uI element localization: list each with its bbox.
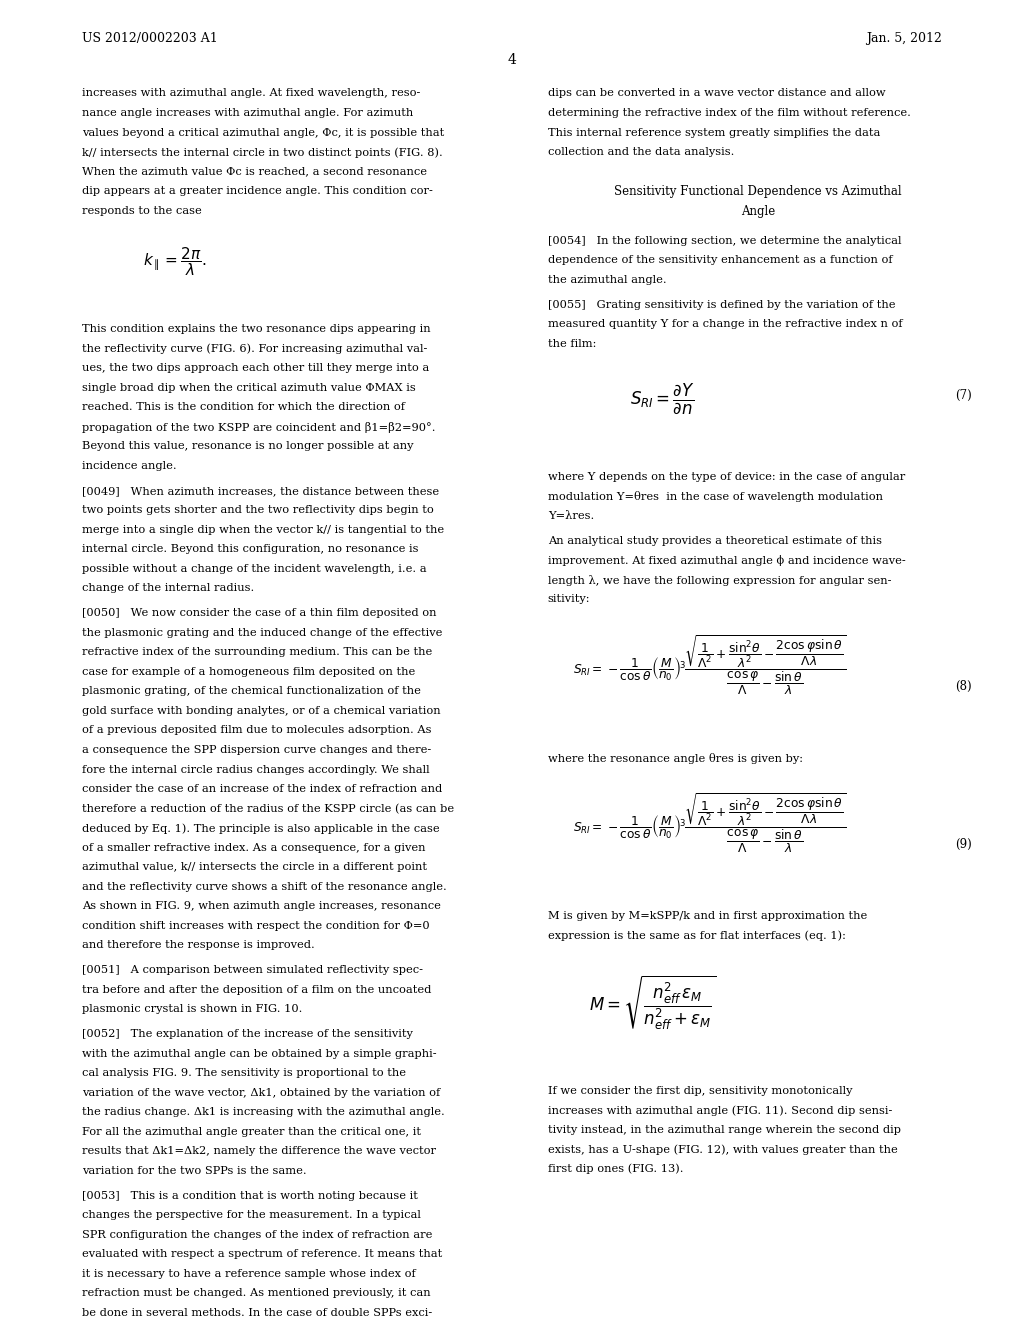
Text: condition shift increases with respect the condition for Φ=0: condition shift increases with respect t… (82, 921, 429, 931)
Text: nance angle increases with azimuthal angle. For azimuth: nance angle increases with azimuthal ang… (82, 108, 413, 117)
Text: $k_{\parallel} = \dfrac{2\pi}{\lambda}.$: $k_{\parallel} = \dfrac{2\pi}{\lambda}.$ (143, 246, 207, 277)
Text: azimuthal value, k∕∕ intersects the circle in a different point: azimuthal value, k∕∕ intersects the circ… (82, 862, 427, 873)
Text: change of the internal radius.: change of the internal radius. (82, 583, 254, 594)
Text: and therefore the response is improved.: and therefore the response is improved. (82, 940, 314, 950)
Text: results that Δk1=Δk2, namely the difference the wave vector: results that Δk1=Δk2, namely the differe… (82, 1146, 436, 1156)
Text: $S_{RI} = \dfrac{\partial Y}{\partial n}$: $S_{RI} = \dfrac{\partial Y}{\partial n}… (630, 381, 694, 416)
Text: tivity instead, in the azimuthal range wherein the second dip: tivity instead, in the azimuthal range w… (548, 1125, 901, 1135)
Text: [0053]   This is a condition that is worth noting because it: [0053] This is a condition that is worth… (82, 1191, 418, 1201)
Text: variation of the wave vector, Δk1, obtained by the variation of: variation of the wave vector, Δk1, obtai… (82, 1088, 440, 1098)
Text: increases with azimuthal angle. At fixed wavelength, reso-: increases with azimuthal angle. At fixed… (82, 88, 420, 99)
Text: dip appears at a greater incidence angle. This condition cor-: dip appears at a greater incidence angle… (82, 186, 433, 197)
Text: ues, the two dips approach each other till they merge into a: ues, the two dips approach each other ti… (82, 363, 429, 374)
Text: [0054]   In the following section, we determine the analytical: [0054] In the following section, we dete… (548, 236, 901, 246)
Text: dips can be converted in a wave vector distance and allow: dips can be converted in a wave vector d… (548, 88, 886, 99)
Text: length λ, we have the following expression for angular sen-: length λ, we have the following expressi… (548, 574, 891, 586)
Text: tra before and after the deposition of a film on the uncoated: tra before and after the deposition of a… (82, 985, 431, 995)
Text: [0051]   A comparison between simulated reflectivity spec-: [0051] A comparison between simulated re… (82, 965, 423, 975)
Text: gold surface with bonding analytes, or of a chemical variation: gold surface with bonding analytes, or o… (82, 706, 440, 715)
Text: of a smaller refractive index. As a consequence, for a given: of a smaller refractive index. As a cons… (82, 842, 425, 853)
Text: [0055]   Grating sensitivity is defined by the variation of the: [0055] Grating sensitivity is defined by… (548, 300, 895, 310)
Text: sitivity:: sitivity: (548, 594, 591, 605)
Text: plasmonic grating, of the chemical functionalization of the: plasmonic grating, of the chemical funct… (82, 686, 421, 697)
Text: plasmonic crystal is shown in FIG. 10.: plasmonic crystal is shown in FIG. 10. (82, 1005, 302, 1014)
Text: cal analysis FIG. 9. The sensitivity is proportional to the: cal analysis FIG. 9. The sensitivity is … (82, 1068, 406, 1078)
Text: be done in several methods. In the case of double SPPs exci-: be done in several methods. In the case … (82, 1308, 432, 1317)
Text: k∕∕ intersects the internal circle in two distinct points (FIG. 8).: k∕∕ intersects the internal circle in tw… (82, 147, 442, 157)
Text: If we consider the first dip, sensitivity monotonically: If we consider the first dip, sensitivit… (548, 1085, 852, 1096)
Text: improvement. At fixed azimuthal angle ϕ and incidence wave-: improvement. At fixed azimuthal angle ϕ … (548, 556, 905, 566)
Text: An analytical study provides a theoretical estimate of this: An analytical study provides a theoretic… (548, 536, 882, 545)
Text: possible without a change of the incident wavelength, i.e. a: possible without a change of the inciden… (82, 564, 427, 574)
Text: For all the azimuthal angle greater than the critical one, it: For all the azimuthal angle greater than… (82, 1127, 421, 1137)
Text: values beyond a critical azimuthal angle, Φc, it is possible that: values beyond a critical azimuthal angle… (82, 128, 444, 137)
Text: reached. This is the condition for which the direction of: reached. This is the condition for which… (82, 403, 404, 412)
Text: single broad dip when the critical azimuth value ΦMAX is: single broad dip when the critical azimu… (82, 383, 416, 393)
Text: [0050]   We now consider the case of a thin film deposited on: [0050] We now consider the case of a thi… (82, 609, 436, 618)
Text: evaluated with respect a spectrum of reference. It means that: evaluated with respect a spectrum of ref… (82, 1249, 442, 1259)
Text: changes the perspective for the measurement. In a typical: changes the perspective for the measurem… (82, 1210, 421, 1220)
Text: it is necessary to have a reference sample whose index of: it is necessary to have a reference samp… (82, 1269, 416, 1279)
Text: This condition explains the two resonance dips appearing in: This condition explains the two resonanc… (82, 325, 430, 334)
Text: This internal reference system greatly simplifies the data: This internal reference system greatly s… (548, 128, 881, 137)
Text: the film:: the film: (548, 339, 596, 348)
Text: increases with azimuthal angle (FIG. 11). Second dip sensi-: increases with azimuthal angle (FIG. 11)… (548, 1105, 892, 1115)
Text: refraction must be changed. As mentioned previously, it can: refraction must be changed. As mentioned… (82, 1288, 430, 1299)
Text: (9): (9) (955, 838, 972, 851)
Text: [0049]   When azimuth increases, the distance between these: [0049] When azimuth increases, the dista… (82, 486, 439, 496)
Text: dependence of the sensitivity enhancement as a function of: dependence of the sensitivity enhancemen… (548, 255, 893, 265)
Text: $S_{RI} = -\dfrac{1}{\cos\theta}\left(\dfrac{M}{n_0}\right)^{\!3}\dfrac{\sqrt{\d: $S_{RI} = -\dfrac{1}{\cos\theta}\left(\d… (573, 634, 847, 697)
Text: measured quantity Y for a change in the refractive index n of: measured quantity Y for a change in the … (548, 319, 902, 329)
Text: US 2012/0002203 A1: US 2012/0002203 A1 (82, 32, 218, 45)
Text: (8): (8) (955, 680, 972, 693)
Text: variation for the two SPPs is the same.: variation for the two SPPs is the same. (82, 1166, 306, 1176)
Text: $S_{RI} = -\dfrac{1}{\cos\theta}\left(\dfrac{M}{n_0}\right)^{\!3}\dfrac{\sqrt{\d: $S_{RI} = -\dfrac{1}{\cos\theta}\left(\d… (573, 792, 847, 855)
Text: Angle: Angle (740, 205, 775, 218)
Text: fore the internal circle radius changes accordingly. We shall: fore the internal circle radius changes … (82, 764, 429, 775)
Text: $M = \sqrt{\dfrac{n_{eff}^2\,\varepsilon_M}{n_{eff}^2 + \varepsilon_M}}$: $M = \sqrt{\dfrac{n_{eff}^2\,\varepsilon… (589, 973, 716, 1032)
Text: first dip ones (FIG. 13).: first dip ones (FIG. 13). (548, 1164, 683, 1175)
Text: (7): (7) (955, 388, 972, 401)
Text: two points gets shorter and the two reflectivity dips begin to: two points gets shorter and the two refl… (82, 506, 434, 515)
Text: where Y depends on the type of device: in the case of angular: where Y depends on the type of device: i… (548, 471, 905, 482)
Text: As shown in FIG. 9, when azimuth angle increases, resonance: As shown in FIG. 9, when azimuth angle i… (82, 902, 440, 911)
Text: the azimuthal angle.: the azimuthal angle. (548, 275, 667, 285)
Text: Beyond this value, resonance is no longer possible at any: Beyond this value, resonance is no longe… (82, 441, 414, 451)
Text: 4: 4 (508, 53, 516, 67)
Text: determining the refractive index of the film without reference.: determining the refractive index of the … (548, 108, 910, 117)
Text: responds to the case: responds to the case (82, 206, 202, 215)
Text: Jan. 5, 2012: Jan. 5, 2012 (866, 32, 942, 45)
Text: merge into a single dip when the vector k∕∕ is tangential to the: merge into a single dip when the vector … (82, 525, 444, 535)
Text: where the resonance angle θres is given by:: where the resonance angle θres is given … (548, 752, 803, 763)
Text: the reflectivity curve (FIG. 6). For increasing azimuthal val-: the reflectivity curve (FIG. 6). For inc… (82, 343, 427, 354)
Text: expression is the same as for flat interfaces (eq. 1):: expression is the same as for flat inter… (548, 931, 846, 941)
Text: therefore a reduction of the radius of the KSPP circle (as can be: therefore a reduction of the radius of t… (82, 804, 454, 814)
Text: incidence angle.: incidence angle. (82, 461, 176, 471)
Text: refractive index of the surrounding medium. This can be the: refractive index of the surrounding medi… (82, 647, 432, 657)
Text: collection and the data analysis.: collection and the data analysis. (548, 147, 734, 157)
Text: of a previous deposited film due to molecules adsorption. As: of a previous deposited film due to mole… (82, 726, 431, 735)
Text: [0052]   The explanation of the increase of the sensitivity: [0052] The explanation of the increase o… (82, 1030, 413, 1039)
Text: When the azimuth value Φc is reached, a second resonance: When the azimuth value Φc is reached, a … (82, 166, 427, 177)
Text: the plasmonic grating and the induced change of the effective: the plasmonic grating and the induced ch… (82, 628, 442, 638)
Text: deduced by Eq. 1). The principle is also applicable in the case: deduced by Eq. 1). The principle is also… (82, 824, 439, 834)
Text: a consequence the SPP dispersion curve changes and there-: a consequence the SPP dispersion curve c… (82, 744, 431, 755)
Text: propagation of the two KSPP are coincident and β1=β2=90°.: propagation of the two KSPP are coincide… (82, 422, 435, 433)
Text: and the reflectivity curve shows a shift of the resonance angle.: and the reflectivity curve shows a shift… (82, 882, 446, 892)
Text: internal circle. Beyond this configuration, no resonance is: internal circle. Beyond this configurati… (82, 544, 419, 554)
Text: SPR configuration the changes of the index of refraction are: SPR configuration the changes of the ind… (82, 1230, 432, 1239)
Text: with the azimuthal angle can be obtained by a simple graphi-: with the azimuthal angle can be obtained… (82, 1048, 436, 1059)
Text: modulation Y=θres  in the case of wavelength modulation: modulation Y=θres in the case of wavelen… (548, 491, 883, 503)
Text: case for example of a homogeneous film deposited on the: case for example of a homogeneous film d… (82, 667, 415, 677)
Text: Sensitivity Functional Dependence vs Azimuthal: Sensitivity Functional Dependence vs Azi… (614, 185, 901, 198)
Text: Y=λres.: Y=λres. (548, 511, 594, 521)
Text: the radius change. Δk1 is increasing with the azimuthal angle.: the radius change. Δk1 is increasing wit… (82, 1107, 444, 1117)
Text: M is given by M=kSPP/k and in first approximation the: M is given by M=kSPP/k and in first appr… (548, 911, 867, 920)
Text: exists, has a U-shape (FIG. 12), with values greater than the: exists, has a U-shape (FIG. 12), with va… (548, 1144, 898, 1155)
Text: consider the case of an increase of the index of refraction and: consider the case of an increase of the … (82, 784, 442, 795)
